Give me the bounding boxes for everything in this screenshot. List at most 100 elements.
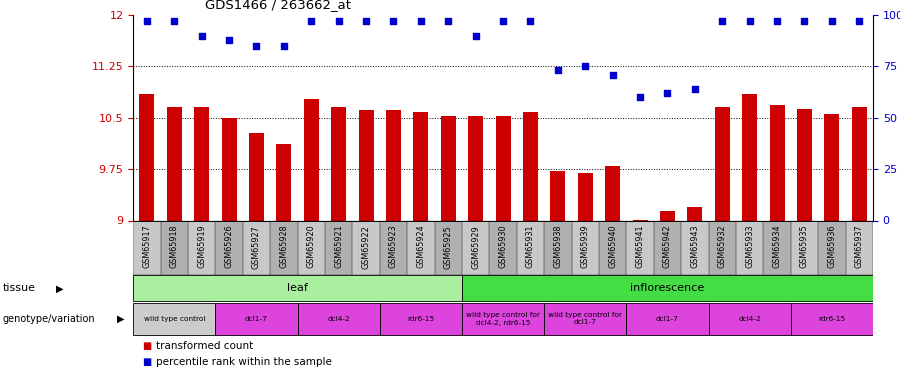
Text: GSM65942: GSM65942: [663, 225, 672, 268]
Point: [551, 68, 565, 74]
Bar: [578, 172, 593, 220]
Text: GSM65938: GSM65938: [554, 225, 562, 268]
Bar: [215, 303, 298, 335]
Point: [414, 18, 428, 24]
Bar: [133, 275, 462, 302]
Bar: [276, 144, 292, 220]
Bar: [572, 220, 599, 275]
Bar: [523, 112, 538, 220]
Text: rdr6-15: rdr6-15: [408, 316, 435, 322]
Bar: [763, 220, 791, 275]
Text: GSM65934: GSM65934: [772, 225, 781, 268]
Bar: [304, 99, 319, 220]
Bar: [653, 220, 681, 275]
Text: wild type control for
dcl1-7: wild type control for dcl1-7: [548, 312, 622, 326]
Point: [770, 18, 784, 24]
Point: [140, 18, 154, 24]
Bar: [221, 118, 237, 220]
Bar: [544, 303, 626, 335]
Point: [386, 18, 400, 24]
Text: GSM65921: GSM65921: [334, 225, 343, 268]
Bar: [468, 116, 483, 220]
Bar: [715, 108, 730, 220]
Text: GSM65943: GSM65943: [690, 225, 699, 268]
Point: [852, 18, 867, 24]
Point: [824, 18, 839, 24]
Point: [496, 18, 510, 24]
Bar: [270, 220, 298, 275]
Bar: [851, 108, 867, 220]
Text: GSM65935: GSM65935: [800, 225, 809, 268]
Bar: [490, 220, 517, 275]
Bar: [413, 112, 428, 220]
Bar: [681, 220, 708, 275]
Text: dcl4-2: dcl4-2: [738, 316, 761, 322]
Text: GSM65939: GSM65939: [580, 225, 590, 268]
Text: GSM65918: GSM65918: [170, 225, 179, 268]
Text: ■: ■: [142, 357, 151, 368]
Text: dcl4-2: dcl4-2: [328, 316, 350, 322]
Text: inflorescence: inflorescence: [630, 284, 705, 293]
Point: [469, 33, 483, 39]
Point: [742, 18, 757, 24]
Text: dcl1-7: dcl1-7: [656, 316, 679, 322]
Bar: [797, 109, 812, 220]
Bar: [791, 220, 818, 275]
Bar: [331, 108, 346, 220]
Bar: [243, 220, 270, 275]
Point: [606, 72, 620, 78]
Bar: [846, 220, 873, 275]
Point: [633, 94, 647, 100]
Bar: [215, 220, 243, 275]
Bar: [194, 108, 209, 220]
Text: ■: ■: [142, 340, 151, 351]
Text: GSM65937: GSM65937: [855, 225, 864, 268]
Point: [661, 90, 675, 96]
Bar: [599, 220, 626, 275]
Bar: [358, 110, 374, 220]
Bar: [133, 303, 215, 335]
Bar: [551, 171, 565, 220]
Text: GSM65928: GSM65928: [279, 225, 288, 268]
Bar: [708, 220, 736, 275]
Text: GSM65932: GSM65932: [718, 225, 727, 268]
Bar: [140, 94, 155, 220]
Point: [304, 18, 319, 24]
Point: [249, 43, 264, 49]
Bar: [517, 220, 544, 275]
Bar: [380, 220, 407, 275]
Bar: [298, 220, 325, 275]
Bar: [133, 220, 160, 275]
Bar: [462, 303, 544, 335]
Text: GSM65926: GSM65926: [225, 225, 234, 268]
Bar: [660, 211, 675, 220]
Text: ▶: ▶: [56, 284, 63, 293]
Bar: [188, 220, 215, 275]
Bar: [462, 220, 490, 275]
Bar: [708, 303, 791, 335]
Text: GSM65924: GSM65924: [417, 225, 426, 268]
Text: GSM65929: GSM65929: [472, 225, 481, 268]
Text: GSM65919: GSM65919: [197, 225, 206, 268]
Text: wild type control: wild type control: [143, 316, 205, 322]
Text: dcl1-7: dcl1-7: [245, 316, 268, 322]
Text: GSM65941: GSM65941: [635, 225, 644, 268]
Bar: [407, 220, 435, 275]
Point: [523, 18, 537, 24]
Point: [578, 63, 592, 69]
Text: GDS1466 / 263662_at: GDS1466 / 263662_at: [205, 0, 351, 11]
Text: transformed count: transformed count: [156, 340, 253, 351]
Bar: [626, 220, 653, 275]
Bar: [736, 220, 763, 275]
Text: GSM65925: GSM65925: [444, 225, 453, 268]
Point: [276, 43, 291, 49]
Text: rdr6-15: rdr6-15: [818, 316, 845, 322]
Text: GSM65931: GSM65931: [526, 225, 535, 268]
Point: [797, 18, 812, 24]
Bar: [380, 303, 462, 335]
Text: percentile rank within the sample: percentile rank within the sample: [156, 357, 331, 368]
Bar: [298, 303, 380, 335]
Text: wild type control for
dcl4-2, rdr6-15: wild type control for dcl4-2, rdr6-15: [466, 312, 540, 326]
Bar: [166, 108, 182, 220]
Point: [359, 18, 374, 24]
